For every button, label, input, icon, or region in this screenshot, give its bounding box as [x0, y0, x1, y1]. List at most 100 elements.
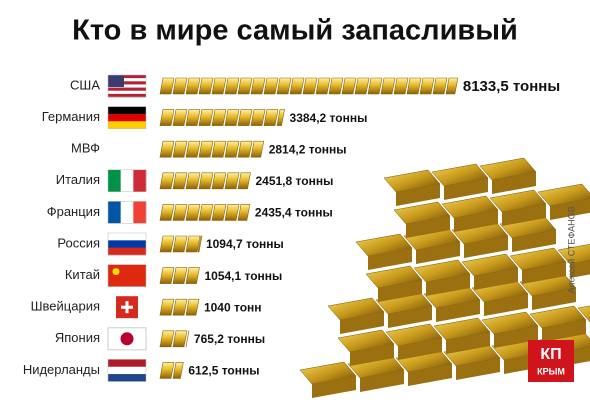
- flag-stripe: [108, 106, 146, 115]
- gold-brick: [185, 267, 200, 284]
- flag-stripe: [133, 169, 147, 192]
- gold-brick: [289, 77, 305, 95]
- pile-bar-side: [396, 184, 440, 206]
- gold-brick: [159, 235, 175, 253]
- flag-stripe: [108, 75, 146, 79]
- gold-brick: [276, 77, 292, 95]
- pile-bar-side: [360, 370, 404, 392]
- pile-bar-side: [340, 312, 384, 334]
- gold-brick: [198, 109, 214, 126]
- category-label: Швейцария: [31, 299, 100, 314]
- pile-bar: [537, 183, 590, 207]
- gold-brick: [367, 77, 383, 95]
- flag-border: [107, 232, 147, 256]
- gold-brick: [198, 204, 214, 221]
- flag-stripe: [108, 169, 121, 192]
- flag-stripe: [108, 87, 146, 92]
- gold-brick: [406, 77, 422, 95]
- category-label: МВФ: [71, 141, 100, 156]
- gold-brick: [185, 77, 201, 95]
- gold-brick: [198, 172, 214, 190]
- gold-brick: [237, 172, 251, 190]
- credit: Алексей СТЕФАНОВ: [566, 206, 576, 293]
- gold-brick: [237, 140, 253, 158]
- gold-brick: [185, 204, 201, 221]
- pile-bar-side: [368, 248, 412, 270]
- pile-bar-side: [484, 294, 528, 316]
- gold-brick: [393, 77, 409, 95]
- pile-bar: [577, 305, 590, 323]
- gold-brick: [197, 235, 203, 253]
- pile-bar-side: [312, 376, 356, 398]
- gold-brick: [185, 330, 190, 348]
- gold-brick: [159, 362, 175, 379]
- gold-brick: [159, 267, 175, 284]
- flag-disc: [120, 332, 134, 346]
- gold-brick: [224, 109, 240, 126]
- flag-stripe: [120, 169, 134, 192]
- gold-brick: [159, 77, 175, 95]
- flag-stripe: [108, 78, 146, 82]
- gold-brick: [302, 77, 318, 95]
- flag: [107, 232, 147, 256]
- gold-brick: [172, 172, 188, 190]
- gold-brick: [419, 77, 435, 95]
- gold-brick: [250, 109, 266, 126]
- pile-bar-side: [416, 242, 460, 264]
- gold-brick: [211, 140, 227, 158]
- pile-bar-side: [398, 338, 442, 360]
- flag-canton: [108, 75, 124, 87]
- gold-brick: [172, 362, 184, 379]
- flag: [107, 264, 147, 287]
- flag-border: [107, 169, 147, 193]
- gold-brick: [224, 172, 240, 190]
- flag-stripe: [108, 240, 146, 248]
- gold-brick: [250, 77, 266, 95]
- gold-brick: [159, 330, 175, 348]
- gold-brick: [159, 140, 175, 158]
- flag: [107, 106, 147, 129]
- gold-brick: [159, 172, 175, 190]
- gold-brick: [263, 77, 279, 95]
- pile-bar-side: [456, 358, 500, 380]
- gold-brick: [237, 204, 251, 221]
- category-label: Франция: [47, 204, 100, 219]
- pile-bar-side: [454, 210, 498, 232]
- gold-brick: [172, 298, 188, 316]
- gold-brick: [263, 109, 279, 126]
- gold-brick: [224, 77, 240, 95]
- flag: [116, 296, 138, 319]
- gold-brick: [224, 140, 240, 158]
- gold-brick: [445, 77, 459, 95]
- gold-brick: [211, 109, 227, 126]
- flag-stripe: [108, 113, 146, 122]
- pile-bar-side: [502, 204, 546, 226]
- flag-stripe: [133, 201, 147, 224]
- gold-brick: [380, 77, 396, 95]
- flag-border: [107, 201, 147, 224]
- flag-stripe: [108, 374, 146, 382]
- category-label: Китай: [65, 267, 100, 282]
- pile-bar-side: [446, 332, 490, 354]
- pile-bar-side: [522, 262, 566, 284]
- pile-bar-side: [492, 172, 536, 194]
- gold-brick: [237, 109, 253, 126]
- gold-brick: [172, 204, 188, 221]
- gold-brick: [172, 267, 188, 284]
- flag-stripe: [108, 93, 146, 98]
- gold-brick: [159, 204, 175, 221]
- gold-pile-illustration: [299, 157, 590, 398]
- bar: [159, 235, 203, 253]
- gold-brick: [211, 172, 227, 190]
- pile-bar-side: [542, 320, 586, 342]
- flag: [107, 201, 147, 224]
- logo-text: КП: [540, 346, 561, 363]
- value-label: 2451,8 тонны: [255, 174, 333, 188]
- value-label: 1054,1 тонны: [204, 269, 282, 283]
- flag-border: [107, 264, 147, 287]
- gold-brick: [159, 109, 175, 126]
- gold-brick: [354, 77, 370, 95]
- flag-border: [107, 359, 147, 382]
- category-label: США: [70, 77, 100, 92]
